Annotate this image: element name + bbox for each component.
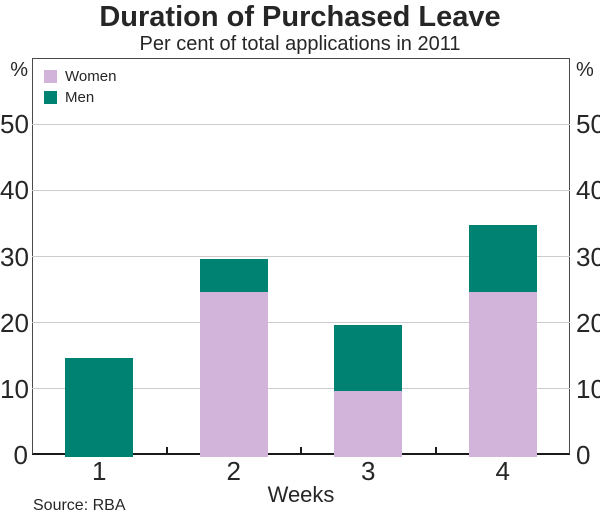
x-tick-label-2: 2	[226, 456, 241, 486]
y-tick-label-right-30: 30	[576, 241, 600, 272]
bar-segment-women-week3	[334, 390, 403, 457]
bar-segment-men-week1	[65, 357, 134, 457]
x-axis-tick-3	[434, 447, 437, 455]
legend-item-women: Women	[44, 66, 116, 87]
y-axis-unit-right: %	[576, 59, 594, 81]
y-tick-label-left-20: 20	[0, 307, 29, 338]
women-swatch-icon	[44, 70, 57, 83]
source-note: Source: RBA	[33, 497, 126, 514]
legend-item-men: Men	[44, 87, 116, 108]
y-tick-label-right-20: 20	[576, 307, 600, 338]
gridline-20	[32, 322, 570, 324]
chart-subtitle: Per cent of total applications in 2011	[139, 33, 461, 55]
x-axis-tick-2	[300, 447, 302, 455]
x-tick-label-3: 3	[361, 456, 376, 486]
y-tick-label-right-40: 40	[576, 175, 600, 206]
bar-segment-women-week2	[199, 291, 268, 457]
bar-segment-men-week4	[468, 225, 537, 292]
legend: Women Men	[44, 66, 116, 108]
bar-segment-men-week3	[334, 324, 403, 391]
legend-label-men: Men	[65, 89, 95, 106]
x-axis-title: Weeks	[267, 482, 335, 507]
y-tick-label-left-30: 30	[0, 241, 29, 272]
x-tick-label-4: 4	[495, 456, 510, 486]
gridline-40	[32, 189, 570, 191]
bar-segment-men-week2	[199, 258, 268, 292]
chart-title: Duration of Purchased Leave	[99, 1, 501, 33]
bar-segment-women-week4	[468, 291, 537, 457]
y-axis-unit-left: %	[10, 59, 28, 81]
y-tick-label-left-50: 50	[0, 109, 29, 140]
legend-label-women: Women	[65, 68, 117, 85]
gridline-30	[32, 256, 570, 257]
x-axis-tick-1	[165, 447, 168, 455]
y-tick-label-right-10: 10	[576, 373, 600, 404]
y-tick-label-left-40: 40	[0, 175, 29, 206]
y-tick-label-left-0: 0	[13, 440, 28, 470]
y-tick-label-right-50: 50	[576, 109, 600, 140]
gridline-10	[32, 388, 570, 390]
gridline-50	[32, 123, 570, 125]
y-tick-label-right-0: 0	[576, 440, 591, 470]
x-tick-label-1: 1	[92, 456, 107, 486]
men-swatch-icon	[44, 91, 57, 104]
y-tick-label-left-10: 10	[0, 373, 29, 404]
